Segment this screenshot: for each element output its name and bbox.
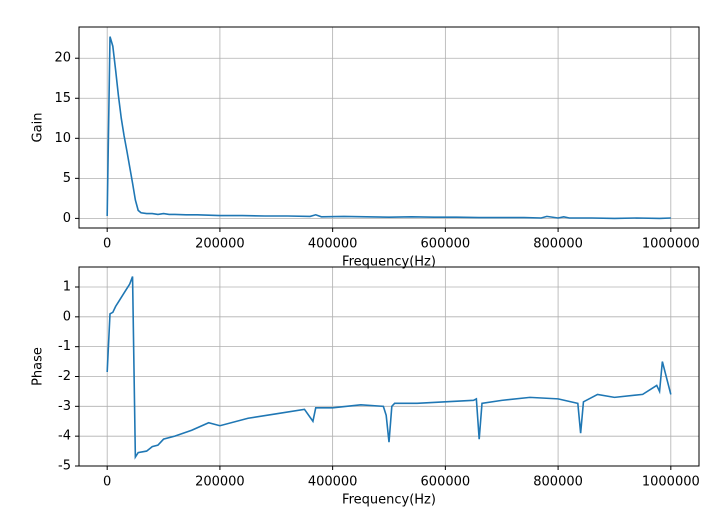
y-tick-label: 0 xyxy=(63,309,71,324)
axes-frame xyxy=(78,266,700,467)
y-tick-label: -5 xyxy=(58,459,71,474)
y-tick-label: -2 xyxy=(58,369,71,384)
x-tick-label: 600000 xyxy=(421,237,471,252)
axes-frame xyxy=(78,26,700,229)
x-tick-label: 0 xyxy=(103,475,111,490)
x-tick-label: 400000 xyxy=(308,475,358,490)
y-tick-label: -3 xyxy=(58,399,71,414)
y-axis-label: Phase xyxy=(31,347,46,386)
data-line xyxy=(106,276,672,460)
x-tick-label: 0 xyxy=(103,237,111,252)
x-tick-label: 800000 xyxy=(533,475,583,490)
y-axis-label: Gain xyxy=(31,113,46,143)
x-tick-label: 200000 xyxy=(195,237,245,252)
y-tick-label: -1 xyxy=(58,339,71,354)
data-line xyxy=(106,36,671,220)
y-tick-label: 1 xyxy=(63,279,71,294)
x-tick-label: 600000 xyxy=(421,475,471,490)
y-tick-label: 20 xyxy=(54,51,71,66)
x-axis-label: Frequency(Hz) xyxy=(342,255,436,270)
x-tick-label: 1000000 xyxy=(642,475,700,490)
x-tick-label: 200000 xyxy=(195,475,245,490)
x-axis-label: Frequency(Hz) xyxy=(342,493,436,508)
y-tick-label: 10 xyxy=(54,131,71,146)
y-tick-label: 5 xyxy=(63,171,71,186)
x-tick-label: 800000 xyxy=(533,237,583,252)
x-tick-label: 400000 xyxy=(308,237,358,252)
y-tick-label: -4 xyxy=(58,429,71,444)
y-tick-label: 15 xyxy=(54,91,71,106)
y-tick-label: 0 xyxy=(63,211,71,226)
x-tick-label: 1000000 xyxy=(642,237,700,252)
